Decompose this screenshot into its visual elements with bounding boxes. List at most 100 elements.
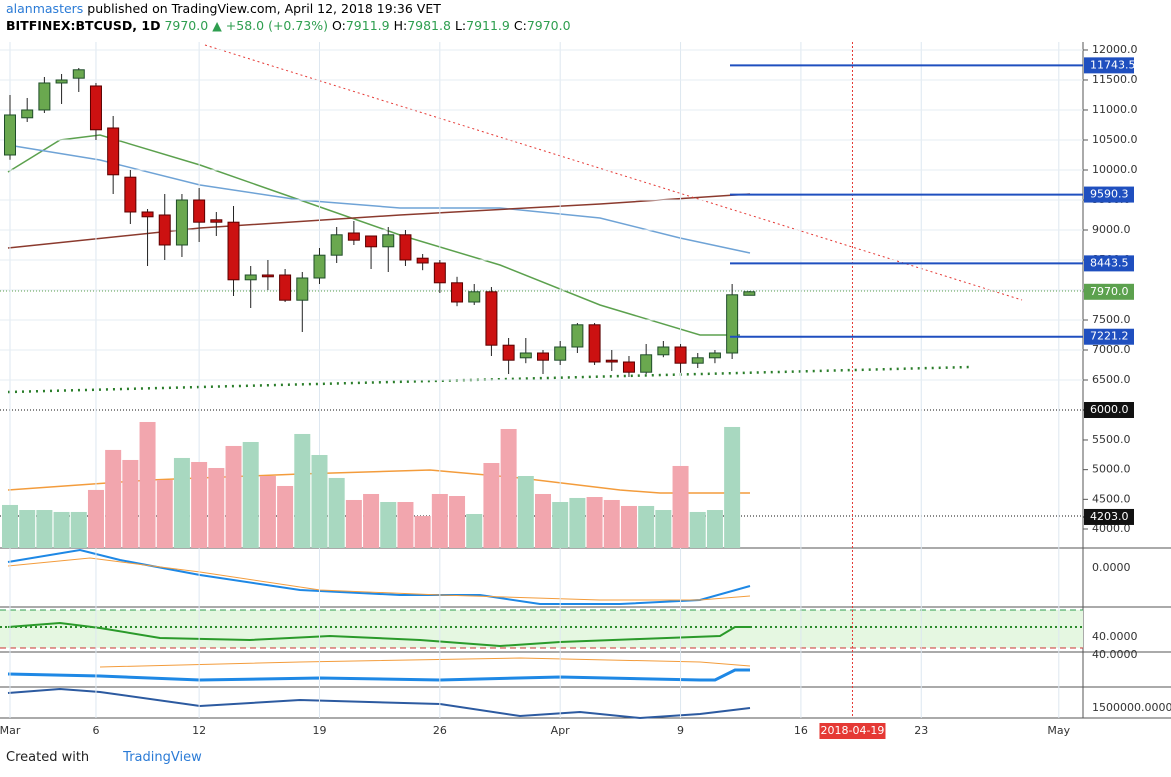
header: alanmasters published on TradingView.com… <box>6 0 571 34</box>
y-tick-label: 4500.0 <box>1092 492 1131 505</box>
price-label-box <box>1084 283 1134 300</box>
volume-bar <box>569 497 586 548</box>
y-tick-label: 10000.0 <box>1092 163 1138 176</box>
author[interactable]: alanmasters <box>6 1 84 16</box>
pane-tick: 40.0000 <box>1092 648 1138 661</box>
candle-body <box>227 221 240 281</box>
brand[interactable]: TradingView <box>123 750 202 765</box>
x-tick-label: 9 <box>677 724 684 737</box>
y-tick-label: 11500.0 <box>1092 73 1138 86</box>
candle-body <box>519 352 532 359</box>
candle-body <box>726 294 739 354</box>
volume-bar <box>173 457 190 548</box>
candle-body <box>107 127 120 176</box>
ma-line <box>7 193 751 249</box>
candle-body <box>175 199 188 246</box>
volume-bar <box>156 479 173 548</box>
candle-body <box>485 291 498 346</box>
x-tick-label: 23 <box>914 724 928 737</box>
published: published on TradingView.com, April 12, … <box>87 1 441 16</box>
volume-bar <box>552 502 569 548</box>
volume-bar <box>586 497 603 548</box>
volume-bar <box>191 461 208 548</box>
candle-body <box>657 346 670 356</box>
candle-body <box>588 324 601 363</box>
volume-bar <box>638 505 655 548</box>
candle-body <box>89 85 102 131</box>
candle-body <box>72 69 85 79</box>
volume-bar <box>466 513 483 548</box>
volume-bar <box>105 449 122 548</box>
x-tick-label: Apr <box>551 724 571 737</box>
volume-bar <box>380 502 397 548</box>
date-marker-box <box>819 723 886 739</box>
price-label: 11743.5 <box>1090 58 1136 71</box>
volume-bar <box>208 467 225 548</box>
candle-body <box>416 257 429 264</box>
candle-body <box>468 291 481 303</box>
volume-bar <box>122 459 139 548</box>
footer: Created with TradingView <box>6 750 202 765</box>
volume-bar <box>449 496 466 548</box>
candle-body <box>502 344 515 361</box>
volume-bar <box>345 499 362 548</box>
volume-bar <box>603 499 620 548</box>
arrow: ▲ <box>212 18 222 33</box>
x-tick-label: 6 <box>92 724 99 737</box>
y-tick-label: 12000.0 <box>1092 43 1138 56</box>
y-tick-label: 6500.0 <box>1092 373 1131 386</box>
candle-body <box>55 79 68 84</box>
candle-body <box>640 354 653 373</box>
pane-tick: 0.0000 <box>1092 561 1131 574</box>
o-label: O: <box>332 18 346 33</box>
l: 7911.9 <box>466 18 510 33</box>
candle-body <box>708 352 721 359</box>
ma-line <box>7 144 751 254</box>
candle-body <box>4 114 16 156</box>
x-tick-label: May <box>1047 724 1070 737</box>
price-label: 4203.0 <box>1090 510 1129 523</box>
candle-body <box>537 352 549 361</box>
volume-bar <box>259 476 276 548</box>
candle-body <box>399 234 412 261</box>
price-label-box <box>1084 508 1134 525</box>
candle-body <box>554 346 567 361</box>
candle-body <box>158 214 171 246</box>
pane-tick: 1500000.0000 <box>1092 701 1171 714</box>
volume-bar <box>517 476 534 548</box>
symbol: BITFINEX:BTCUSD, 1D <box>6 18 161 33</box>
candle-body <box>382 234 395 248</box>
y-tick-label: 4000.0 <box>1092 522 1131 535</box>
volume-bar <box>311 454 328 548</box>
macd-line <box>7 548 751 605</box>
volume-bar <box>2 504 18 548</box>
chart: 0.0000 40.0000 40.0000 1500000.0000 Mar 6… <box>0 42 1171 739</box>
dmi-line <box>7 668 750 682</box>
candle-body <box>451 282 464 303</box>
price-label: 8443.5 <box>1090 256 1129 269</box>
candle-body <box>347 232 360 241</box>
volume-bar <box>483 463 500 548</box>
price-label-box <box>1084 255 1134 272</box>
price-label: 6000.0 <box>1090 403 1129 416</box>
volume-bar <box>87 489 104 548</box>
price-label: 7970.0 <box>1090 285 1129 298</box>
candle-body <box>313 254 326 279</box>
volume-bar <box>620 505 637 548</box>
volume-bar <box>19 510 36 548</box>
last: 7970.0 <box>164 18 209 33</box>
change: +58.0 (+0.73%) <box>225 18 329 33</box>
candle-body <box>433 262 446 284</box>
price-label-box <box>1084 186 1134 203</box>
candle-body <box>622 361 635 373</box>
volume-bar <box>363 493 380 548</box>
volume-bar <box>689 511 706 548</box>
o: 7911.9 <box>345 18 390 33</box>
y-tick-label: 9000.0 <box>1092 223 1131 236</box>
volume-bar <box>397 502 414 548</box>
signal-line <box>7 557 751 601</box>
candle-body <box>210 219 223 223</box>
x-tick-label: Mar <box>0 724 21 737</box>
date-marker-label: 2018-04-19 <box>821 724 885 737</box>
volume-bar <box>535 493 551 548</box>
